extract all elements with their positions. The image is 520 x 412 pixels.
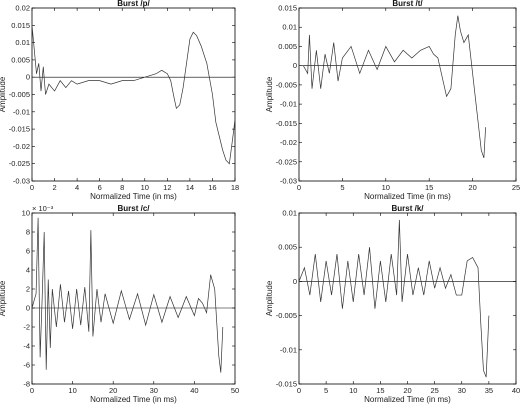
y-tick-label: -0.005 (276, 80, 297, 89)
x-tick-label: 10 (382, 183, 390, 192)
chart-title: Burst /p/ (117, 0, 150, 8)
y-tick-label: -0.01 (280, 100, 297, 109)
y-tick-label: -4 (23, 342, 30, 351)
x-tick-label: 16 (208, 183, 216, 192)
x-axis-label: Normalized Time (in ms) (364, 395, 451, 404)
x-tick-label: 18 (231, 183, 239, 192)
y-tick-label: 0.02 (15, 4, 30, 13)
x-tick-label: 40 (512, 386, 520, 395)
y-tick-label: 0.015 (278, 4, 297, 13)
chart-title: Burst /t/ (392, 0, 423, 8)
y-tick-label: 0.01 (15, 38, 30, 47)
x-tick-label: 15 (376, 386, 384, 395)
x-tick-label: 5 (340, 183, 344, 192)
y-tick-label: 8 (26, 228, 30, 237)
x-tick-label: 30 (458, 386, 466, 395)
y-tick-label: -6 (23, 361, 30, 370)
x-axis-label: Normalized Time (in ms) (364, 192, 451, 201)
plot-frame (298, 7, 517, 182)
y-tick-label: -0.01 (280, 345, 297, 354)
y-tick-label: 0 (293, 277, 297, 286)
plot-frame (298, 212, 517, 385)
y-tick-label: 6 (26, 247, 30, 256)
x-tick-label: 10 (141, 183, 149, 192)
y-tick-label: -0.01 (13, 107, 30, 116)
y-tick-label: -0.005 (276, 311, 297, 320)
signal-line (31, 25, 236, 165)
x-tick-label: 0 (30, 386, 34, 395)
y-tick-label: 0.015 (11, 21, 30, 30)
y-axis-label: Amplitude (0, 280, 7, 316)
x-tick-label: 5 (324, 386, 328, 395)
chart-panel-1: Burst /p/ -0.03 -0.025 -0.02 -0.015 -0.01 -0.0… (0, 0, 239, 201)
x-tick-label: 10 (68, 386, 76, 395)
chart-title: Burst /k/ (391, 204, 424, 213)
x-tick-label: 0 (30, 183, 34, 192)
y-tick-label: -0.015 (9, 125, 30, 134)
signal-line (298, 219, 490, 378)
x-tick-label: 20 (468, 183, 476, 192)
y-axis-label: Amplitude (0, 76, 7, 112)
x-tick-label: 20 (109, 386, 117, 395)
chart-title: Burst /c/ (117, 204, 150, 213)
x-tick-label: 40 (190, 386, 198, 395)
x-tick-label: 30 (150, 386, 158, 395)
y-tick-label: -2 (23, 323, 30, 332)
y-tick-label: -0.015 (276, 119, 297, 128)
x-tick-label: 15 (425, 183, 433, 192)
x-tick-label: 0 (297, 386, 301, 395)
y-tick-label: 4 (26, 266, 30, 275)
x-tick-label: 6 (98, 183, 102, 192)
x-tick-label: 14 (186, 183, 194, 192)
y-axis-label: Amplitude (265, 76, 274, 112)
y-tick-label: -0.03 (13, 177, 30, 186)
y-tick-label: -0.02 (13, 142, 30, 151)
x-tick-label: 25 (430, 386, 438, 395)
y-tick-label: -0.005 (9, 90, 30, 99)
x-tick-label: 12 (163, 183, 171, 192)
x-tick-label: 0 (297, 183, 301, 192)
plot-frame (31, 212, 236, 385)
y-tick-label: -0.03 (280, 177, 297, 186)
y-tick-label: -0.02 (280, 138, 297, 147)
y-tick-label: 10 (22, 209, 30, 218)
x-tick-label: 8 (120, 183, 124, 192)
signal-line (31, 217, 224, 373)
y-tick-label: 0 (26, 73, 30, 82)
y-exponent-label: × 10⁻³ (32, 204, 54, 213)
y-tick-label: -0.025 (9, 159, 30, 168)
y-tick-label: 0.005 (11, 55, 30, 64)
y-tick-label: -8 (23, 380, 30, 389)
y-tick-label: -0.015 (276, 380, 297, 389)
x-tick-label: 10 (349, 386, 357, 395)
x-tick-label: 20 (403, 386, 411, 395)
y-tick-label: 0.01 (282, 23, 297, 32)
chart-panel-4: Burst /k/ -0.015 -0.01 -0.005 0 0.005 0.01 0 5 10… (265, 204, 520, 404)
x-axis-label: Normalized Time (in ms) (90, 395, 177, 404)
signal-line (299, 15, 486, 159)
y-tick-label: 0 (26, 304, 30, 313)
y-tick-label: 0.01 (282, 209, 297, 218)
x-tick-label: 2 (52, 183, 56, 192)
plot-frame (31, 7, 236, 182)
x-tick-label: 25 (512, 183, 520, 192)
x-axis-label: Normalized Time (in ms) (90, 192, 177, 201)
y-tick-label: 0.005 (278, 243, 297, 252)
y-axis-label: Amplitude (265, 280, 274, 316)
chart-panel-2: Burst /t/ -0.03 -0.025 -0.02 -0.015 -0.01 -0.0… (265, 0, 520, 201)
chart-panel-3: Burst /c/ × 10⁻³ -8 -6 -4 -2 0 2 4 6 8 10 0 10 20 30 40 5… (0, 204, 239, 404)
y-tick-label: 2 (26, 285, 30, 294)
x-tick-label: 4 (75, 183, 79, 192)
y-tick-label: -0.025 (276, 157, 297, 166)
x-tick-label: 50 (231, 386, 239, 395)
y-tick-label: 0.005 (278, 42, 297, 51)
y-tick-label: 0 (293, 61, 297, 70)
x-tick-label: 35 (485, 386, 493, 395)
